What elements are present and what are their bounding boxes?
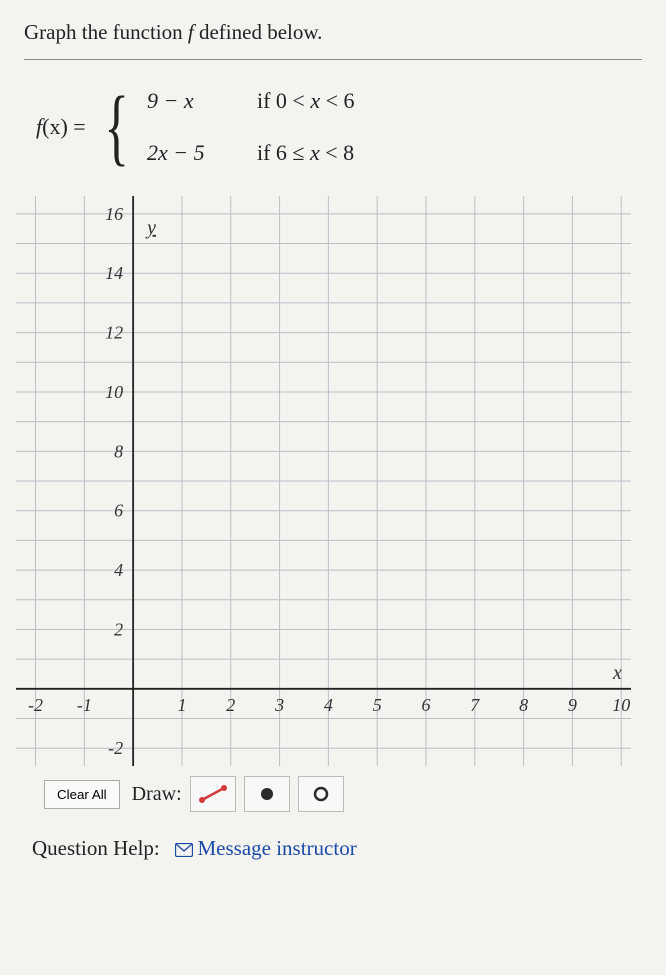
draw-label: Draw:: [132, 783, 182, 806]
help-label: Question Help:: [32, 836, 160, 860]
svg-text:x: x: [612, 662, 622, 684]
case-row: 9 − x if 0 < x < 6: [147, 88, 355, 114]
svg-text:-2: -2: [28, 695, 43, 715]
svg-text:16: 16: [105, 204, 123, 224]
case-expr: 2x − 5: [147, 140, 257, 166]
cond-post: < 8: [320, 140, 354, 165]
tool-closed-dot[interactable]: [244, 776, 290, 812]
closed-dot-icon: [257, 784, 277, 804]
message-instructor-link[interactable]: Message instructor: [175, 836, 356, 860]
svg-text:6: 6: [114, 501, 123, 521]
piecewise-lhs: f(x) =: [36, 114, 86, 140]
svg-text:4: 4: [324, 695, 333, 715]
svg-text:12: 12: [105, 323, 123, 343]
svg-text:10: 10: [612, 695, 630, 715]
prompt-post: defined below.: [194, 20, 323, 44]
svg-text:y: y: [145, 217, 156, 239]
separator: [24, 59, 642, 60]
svg-text:-1: -1: [77, 695, 92, 715]
case-cond: if 6 ≤ x < 8: [257, 140, 354, 166]
svg-text:4: 4: [114, 560, 123, 580]
svg-text:7: 7: [470, 695, 480, 715]
svg-text:2: 2: [226, 695, 235, 715]
svg-text:9: 9: [568, 695, 577, 715]
mail-icon: [175, 838, 193, 863]
clear-all-button[interactable]: Clear All: [44, 780, 120, 809]
cond-pre: if 0 <: [257, 88, 310, 113]
lhs-rest: (x) =: [42, 114, 86, 139]
case-cond: if 0 < x < 6: [257, 88, 355, 114]
brace: {: [104, 88, 129, 165]
piecewise-function: f(x) = { 9 − x if 0 < x < 6 2x − 5 if 6 …: [36, 88, 642, 166]
case-expr: 9 − x: [147, 88, 257, 114]
graph-area[interactable]: -2-112345678910-2246810121416xy: [16, 196, 631, 766]
help-link-text: Message instructor: [197, 836, 356, 860]
question-help: Question Help: Message instructor: [32, 836, 642, 863]
svg-text:2: 2: [114, 619, 123, 639]
draw-toolbar: Clear All Draw:: [44, 776, 642, 812]
line-segment-icon: [198, 784, 228, 804]
piecewise-cases: 9 − x if 0 < x < 6 2x − 5 if 6 ≤ x < 8: [147, 88, 355, 166]
svg-text:-2: -2: [108, 738, 123, 758]
svg-text:5: 5: [373, 695, 382, 715]
question-prompt: Graph the function f defined below.: [24, 20, 642, 45]
svg-text:6: 6: [422, 695, 431, 715]
svg-text:8: 8: [519, 695, 528, 715]
svg-text:14: 14: [105, 263, 123, 283]
graph-svg[interactable]: -2-112345678910-2246810121416xy: [16, 196, 631, 766]
prompt-pre: Graph the function: [24, 20, 188, 44]
svg-text:1: 1: [177, 695, 186, 715]
cond-post: < 6: [320, 88, 354, 113]
svg-text:3: 3: [274, 695, 284, 715]
open-dot-icon: [311, 784, 331, 804]
tool-open-dot[interactable]: [298, 776, 344, 812]
svg-text:10: 10: [105, 382, 123, 402]
svg-text:8: 8: [114, 441, 123, 461]
cond-pre: if 6 ≤: [257, 140, 310, 165]
case-row: 2x − 5 if 6 ≤ x < 8: [147, 140, 355, 166]
cond-var: x: [310, 88, 320, 113]
tool-line-segment[interactable]: [190, 776, 236, 812]
cond-var: x: [310, 140, 320, 165]
